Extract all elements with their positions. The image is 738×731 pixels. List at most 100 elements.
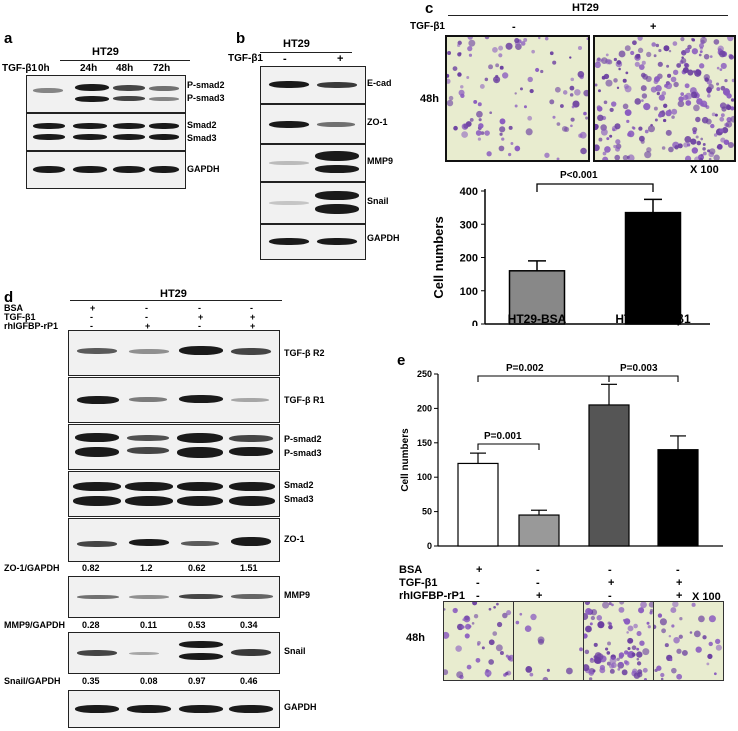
quant-value: 0.08 [140,676,158,686]
blot-label: TGF-β R1 [284,395,325,405]
row-label: TGF-β1 [4,312,36,322]
y-tick-label: 300 [460,219,478,231]
cell-dot [653,76,660,83]
condition-mark: - [90,321,93,331]
cell-dot [644,129,649,134]
cell-dot [609,668,615,674]
cell-dot [622,103,629,110]
cell-dot [682,67,689,74]
cell-dot [444,669,449,676]
cell-dot [630,50,635,56]
cell-dot [698,615,705,623]
bar [518,514,560,547]
significance-label: P=0.003 [620,363,658,374]
y-tick-label: 100 [417,472,432,482]
cell-dot [452,66,458,71]
cell-dot [656,665,662,671]
cell-dot [663,118,667,123]
condition-mark: - [250,303,253,313]
quant-label: MMP9/GAPDH [4,620,66,630]
cell-dot [463,123,469,129]
blot-tgfbr1 [68,377,280,423]
condition-mark: + [476,564,483,576]
cell-dot [614,123,621,130]
panel-letter: c [425,0,434,17]
cell-dot [664,643,669,648]
cell-dot [619,602,625,605]
row-label: rhIGFBP-rP1 [4,321,59,331]
cell-dot [529,672,534,677]
panel-letter: e [397,352,406,369]
cell-dot [689,631,693,634]
quant-value: 0.53 [188,620,206,630]
cell-dot [570,117,575,122]
blot-phospho-smad [68,424,280,470]
cell-dot [663,103,668,108]
cell-dot [552,60,557,65]
cell-dot [479,84,485,89]
blot-label: E-cad [367,78,392,88]
cell-dot [625,71,629,75]
cell-dot [641,93,648,99]
cell-dot [684,83,690,89]
cell-dot [680,37,685,42]
cell-dot [707,653,713,660]
cell-dot [627,154,635,160]
cell-dot [468,624,472,628]
cell-dot [605,53,609,57]
cell-dot [624,109,632,117]
cell-dot [641,99,644,103]
cell-dot [720,104,723,107]
treatment-label: TGF-β1 [410,21,445,32]
cell-dot [721,127,729,134]
cell-dot [616,86,620,90]
cell-dot [492,47,498,53]
cell-dot [538,37,541,40]
y-axis-label: Cell numbers [431,216,446,298]
cell-dot [596,106,603,112]
condition-plus: + [650,21,657,33]
condition-mark: - [536,577,540,589]
time-label: 48h [406,632,425,644]
cell-dot [646,621,650,625]
cell-dot [585,625,592,633]
cell-dot [535,67,540,73]
cell-dot [684,155,692,160]
cell-dot [444,608,446,611]
cell-dot [601,58,604,62]
cell-dot [621,669,628,676]
row-label: BSA [399,564,423,576]
cell-dot [707,94,711,98]
cell-dot [720,137,726,143]
condition-mark: - [608,590,612,602]
timepoint-label: 72h [153,63,171,74]
cell-dot [622,155,629,160]
cell-dot [580,147,587,155]
cell-dot [496,621,503,628]
cell-dot [562,90,568,95]
cell-dot [609,134,613,138]
cell-dot [669,658,673,662]
cell-dot [444,631,450,639]
cell-dot [595,123,599,131]
migration-image-bsa [443,601,514,681]
cell-dot [616,60,622,65]
cell-dot [643,677,648,680]
cell-dot [702,147,706,151]
cell-dot [453,125,458,131]
cell-dot [660,672,665,678]
cell-dot [698,53,702,57]
blot-label: P-smad2 [187,80,225,90]
cell-dot [570,77,575,82]
cell-dot [654,118,658,122]
cell-dot [477,102,482,107]
blot-total-smad [26,113,186,151]
cell-dot [475,657,481,663]
cell-dot [683,142,689,148]
cell-dot [641,60,646,65]
cell-dot [507,654,513,662]
cell-dot [656,91,660,96]
cell-dot [469,117,474,122]
cell-dot [658,94,665,101]
cell-dot [699,50,703,54]
